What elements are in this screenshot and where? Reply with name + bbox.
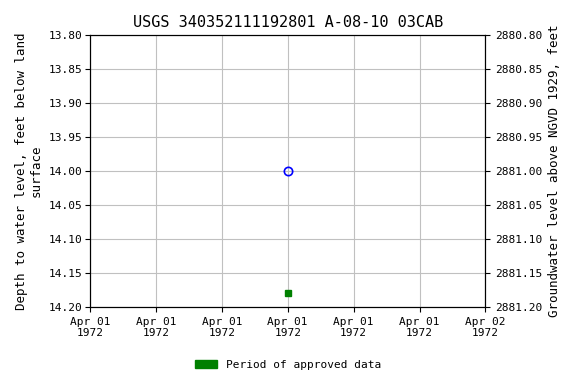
Title: USGS 340352111192801 A-08-10 03CAB: USGS 340352111192801 A-08-10 03CAB: [132, 15, 443, 30]
Legend: Period of approved data: Period of approved data: [191, 356, 385, 375]
Y-axis label: Depth to water level, feet below land
surface: Depth to water level, feet below land su…: [15, 32, 43, 310]
Y-axis label: Groundwater level above NGVD 1929, feet: Groundwater level above NGVD 1929, feet: [548, 25, 561, 318]
